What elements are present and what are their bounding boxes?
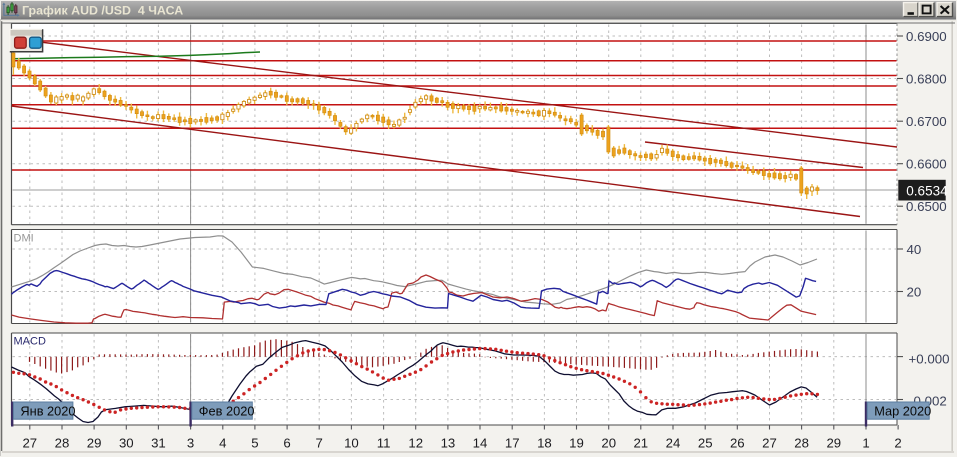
svg-text:0.6534: 0.6534 — [906, 183, 948, 198]
svg-text:5: 5 — [251, 436, 258, 451]
svg-text:29: 29 — [87, 436, 102, 451]
svg-text:Фев 2020: Фев 2020 — [199, 403, 255, 418]
svg-text:18: 18 — [537, 436, 552, 451]
svg-text:40: 40 — [907, 242, 922, 257]
svg-text:29: 29 — [826, 436, 841, 451]
svg-text:2: 2 — [894, 436, 901, 451]
svg-text:11: 11 — [377, 436, 391, 451]
svg-text:Мар 2020: Мар 2020 — [874, 403, 931, 418]
svg-text:13: 13 — [441, 436, 456, 451]
svg-text:12: 12 — [408, 436, 423, 451]
svg-text:24: 24 — [666, 436, 681, 451]
svg-text:10: 10 — [344, 436, 359, 451]
svg-text:17: 17 — [505, 436, 520, 451]
svg-text:20: 20 — [907, 284, 922, 299]
svg-text:21: 21 — [633, 436, 648, 451]
svg-text:28: 28 — [794, 436, 809, 451]
svg-text:Янв 2020: Янв 2020 — [20, 403, 75, 418]
svg-text:0.6700: 0.6700 — [906, 114, 947, 129]
svg-text:MACD: MACD — [14, 336, 46, 348]
svg-text:27: 27 — [762, 436, 777, 451]
svg-text:20: 20 — [601, 436, 616, 451]
svg-text:31: 31 — [151, 436, 166, 451]
svg-text:4: 4 — [219, 436, 226, 451]
svg-text:0.6900: 0.6900 — [906, 29, 947, 44]
svg-text:3: 3 — [187, 436, 194, 451]
svg-text:25: 25 — [698, 436, 713, 451]
svg-text:14: 14 — [473, 436, 488, 451]
svg-text:19: 19 — [569, 436, 584, 451]
svg-text:26: 26 — [730, 436, 745, 451]
svg-text:6: 6 — [283, 436, 290, 451]
svg-text:0.6600: 0.6600 — [906, 157, 947, 172]
svg-text:28: 28 — [55, 436, 70, 451]
svg-text:+0.000: +0.000 — [909, 351, 950, 366]
svg-text:0.6800: 0.6800 — [906, 71, 947, 86]
svg-text:7: 7 — [316, 436, 323, 451]
svg-text:График AUD /USD 4 ЧАСА: График AUD /USD 4 ЧАСА — [22, 4, 183, 18]
svg-text:0.6500: 0.6500 — [906, 199, 947, 214]
svg-text:30: 30 — [119, 436, 134, 451]
svg-text:DMI: DMI — [14, 233, 34, 245]
svg-text:1: 1 — [862, 436, 869, 451]
svg-text:27: 27 — [22, 436, 37, 451]
